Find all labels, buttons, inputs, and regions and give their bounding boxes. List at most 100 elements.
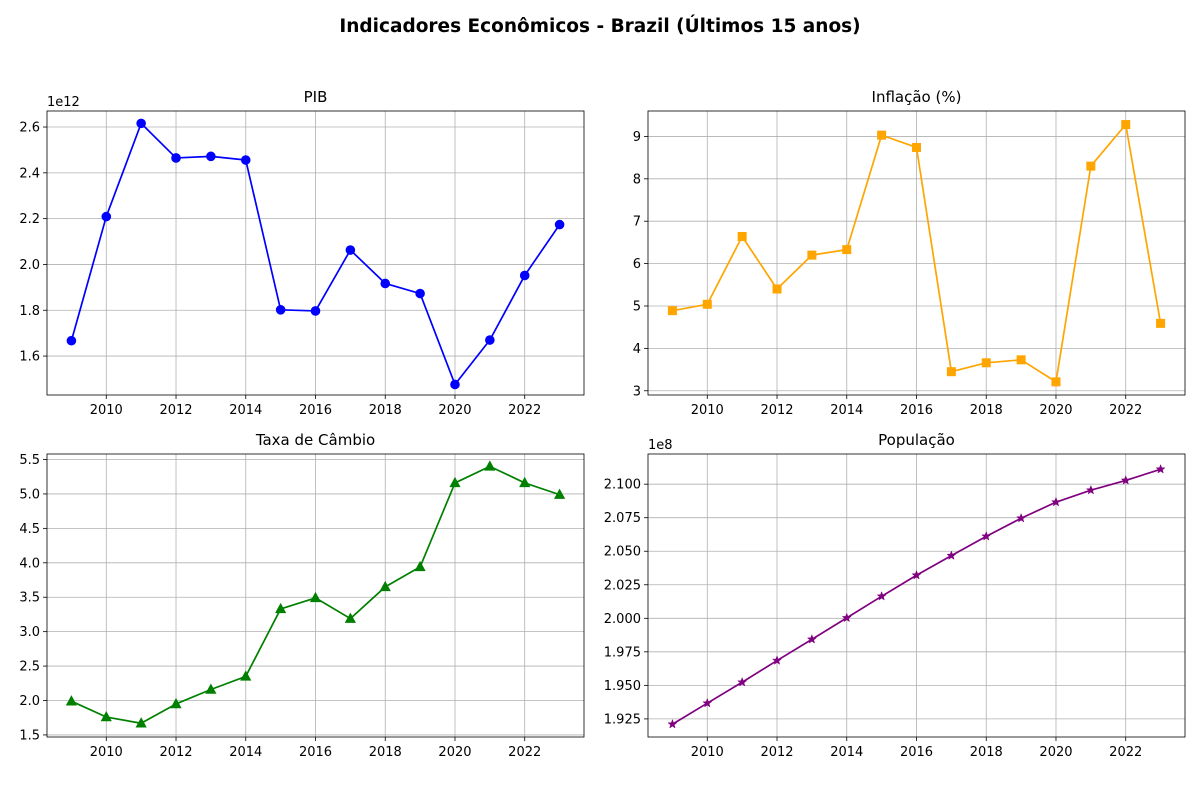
y-tick-label: 1.950 bbox=[604, 679, 641, 694]
data-point bbox=[380, 278, 391, 289]
y-tick-label: 2.075 bbox=[604, 511, 641, 526]
x-tick-label: 2012 bbox=[159, 745, 192, 760]
x-tick-label: 2014 bbox=[830, 745, 863, 760]
subplot-inflacao: 2010 2012 2014 2016 2018 2020 2022 3 4 5 6 7 8 9 Infla… bbox=[633, 88, 1186, 418]
y-tick-label: 8 bbox=[633, 172, 641, 187]
x-tick-label: 2012 bbox=[159, 403, 192, 418]
data-point bbox=[667, 718, 678, 729]
subplot-title: Taxa de Câmbio bbox=[255, 431, 375, 449]
x-tick-label: 2022 bbox=[508, 745, 541, 760]
x-tick-label: 2018 bbox=[369, 745, 402, 760]
y-tick-label: 2.2 bbox=[19, 212, 40, 227]
y-tick-label: 5.0 bbox=[19, 487, 40, 502]
data-point bbox=[136, 118, 146, 129]
x-tick-label: 2010 bbox=[90, 403, 123, 418]
y-tick-label: 4.5 bbox=[19, 522, 40, 537]
y-tick-label: 2.000 bbox=[604, 612, 641, 627]
data-point bbox=[737, 676, 748, 687]
data-point bbox=[450, 379, 460, 390]
data-point bbox=[946, 550, 957, 560]
data-point bbox=[240, 670, 252, 681]
y-tick-label: 2.100 bbox=[604, 478, 641, 493]
x-tick-label: 2022 bbox=[1109, 403, 1142, 418]
x-tick-label: 2018 bbox=[369, 403, 402, 418]
data-point bbox=[101, 211, 112, 222]
y-tick-label: 4.0 bbox=[19, 556, 40, 571]
x-tick-label: 2012 bbox=[760, 403, 793, 418]
data-point bbox=[806, 634, 817, 644]
subplot-cambio: 2010 2012 2014 2016 2018 2020 2022 1.5 2.0 2.5 3.0… bbox=[19, 431, 585, 760]
data-point bbox=[240, 155, 251, 165]
subplot-title: Inflação (%) bbox=[872, 88, 962, 106]
x-tick-label: 2018 bbox=[970, 403, 1003, 418]
data-point bbox=[485, 335, 495, 345]
data-point bbox=[912, 142, 921, 152]
y-tick-label: 1.5 bbox=[19, 728, 40, 743]
data-point bbox=[171, 153, 181, 163]
data-point bbox=[554, 219, 565, 230]
data-point bbox=[1121, 120, 1131, 130]
data-point bbox=[206, 151, 216, 162]
y-tick-label: 3 bbox=[633, 384, 641, 399]
data-point bbox=[170, 697, 182, 709]
figure-title: Indicadores Econômicos - Brazil (Últimos… bbox=[339, 15, 860, 37]
data-point bbox=[1156, 318, 1166, 328]
y-tick-label: 1.8 bbox=[19, 304, 40, 319]
y-tick-label: 4 bbox=[633, 342, 641, 357]
data-point bbox=[1050, 496, 1062, 507]
data-point bbox=[345, 245, 356, 255]
y-tick-label: 9 bbox=[633, 130, 641, 145]
data-point bbox=[772, 284, 782, 294]
x-tick-label: 2020 bbox=[1039, 403, 1072, 418]
data-point bbox=[667, 306, 677, 316]
data-point bbox=[1016, 512, 1027, 523]
x-tick-label: 2022 bbox=[1109, 745, 1142, 760]
data-point bbox=[65, 695, 77, 706]
x-tick-label: 2010 bbox=[691, 403, 724, 418]
y-tick-label: 3.5 bbox=[19, 591, 40, 606]
data-point bbox=[484, 460, 496, 471]
data-point bbox=[449, 476, 461, 488]
data-point bbox=[275, 602, 287, 614]
data-point bbox=[1120, 475, 1131, 485]
x-tick-label: 2014 bbox=[229, 745, 262, 760]
x-tick-label: 2016 bbox=[299, 403, 332, 418]
y-offset-label: 1e12 bbox=[47, 95, 80, 110]
data-point bbox=[100, 710, 112, 722]
data-point bbox=[702, 697, 713, 708]
x-tick-label: 2010 bbox=[691, 745, 724, 760]
x-tick-label: 2010 bbox=[90, 745, 123, 760]
data-point bbox=[519, 476, 531, 488]
data-point bbox=[310, 306, 321, 316]
y-tick-label: 2.4 bbox=[19, 166, 40, 181]
y-tick-label: 2.0 bbox=[19, 258, 40, 273]
x-tick-label: 2020 bbox=[1039, 745, 1072, 760]
x-tick-label: 2012 bbox=[760, 745, 793, 760]
data-point bbox=[981, 531, 992, 541]
data-point bbox=[135, 717, 147, 728]
x-tick-label: 2022 bbox=[508, 403, 541, 418]
subplot-pib: 2010 2012 2014 2016 2018 2020 2022 1.6 1.8 2.0 2.2… bbox=[19, 88, 585, 418]
y-tick-label: 1.975 bbox=[604, 645, 641, 660]
x-tick-label: 2020 bbox=[438, 745, 471, 760]
data-point bbox=[205, 683, 217, 694]
x-tick-label: 2018 bbox=[970, 745, 1003, 760]
x-tick-label: 2014 bbox=[229, 403, 262, 418]
y-tick-label: 2.6 bbox=[19, 121, 40, 136]
data-point bbox=[379, 580, 391, 592]
data-point bbox=[807, 250, 817, 260]
y-tick-label: 5.5 bbox=[19, 453, 40, 468]
y-tick-label: 5 bbox=[633, 299, 641, 314]
x-tick-label: 2016 bbox=[900, 745, 933, 760]
data-point bbox=[1085, 484, 1096, 495]
y-tick-label: 2.5 bbox=[19, 660, 40, 675]
data-point bbox=[344, 612, 356, 623]
x-tick-label: 2014 bbox=[830, 403, 863, 418]
data-point bbox=[519, 270, 530, 281]
data-point bbox=[1155, 463, 1166, 474]
data-point bbox=[554, 488, 566, 499]
data-point bbox=[275, 305, 286, 315]
data-point bbox=[66, 335, 77, 346]
